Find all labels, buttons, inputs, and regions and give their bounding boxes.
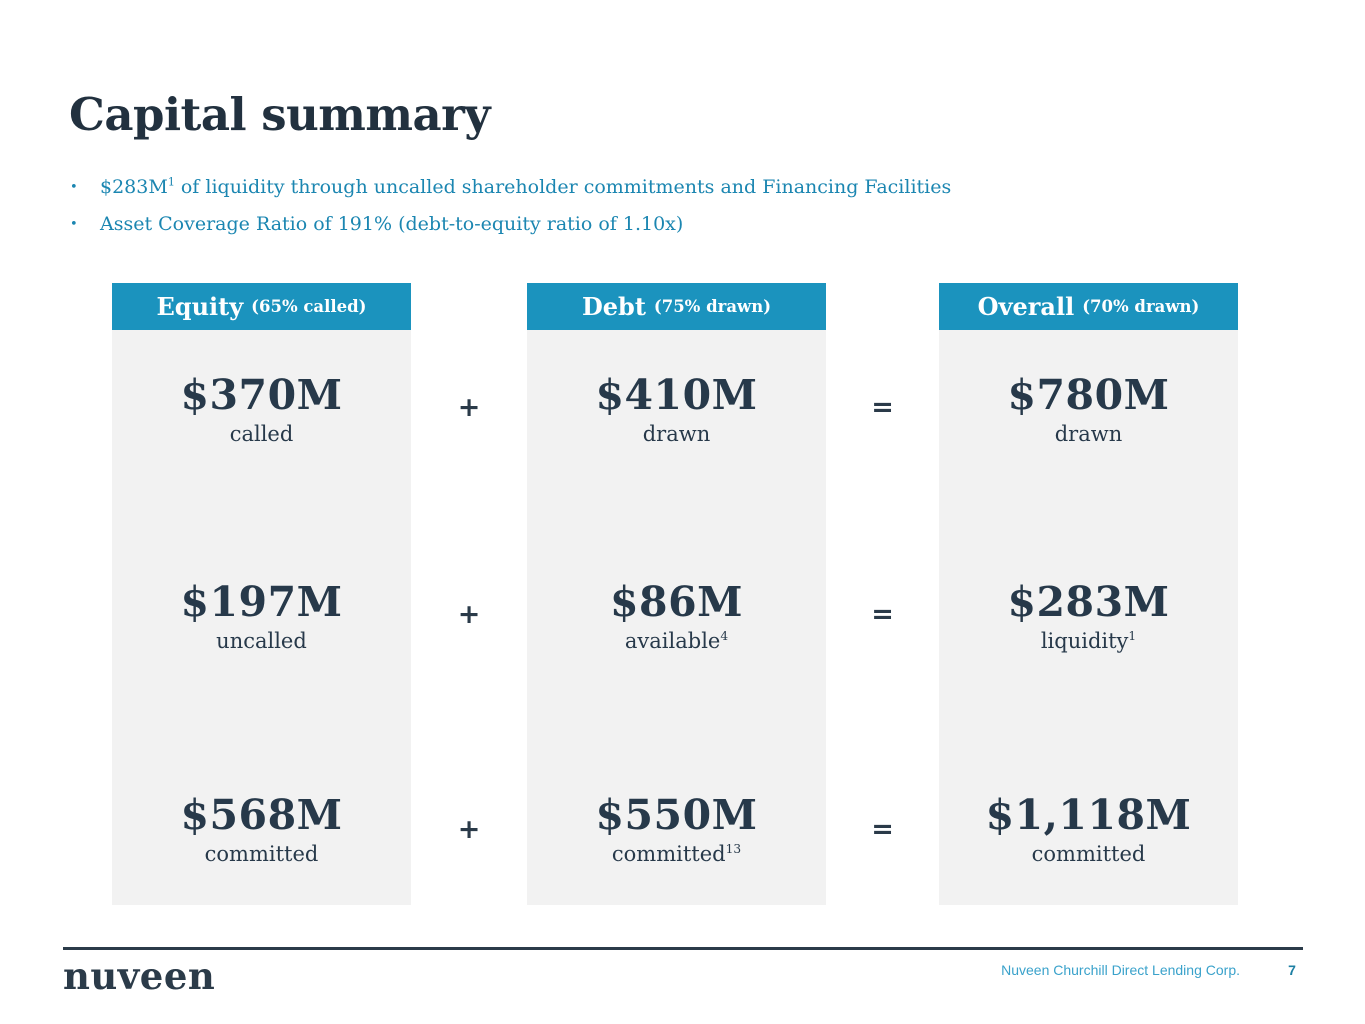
bullet-item-liquidity: • $283M1 of liquidity through uncalled s… xyxy=(70,176,970,199)
bullet-list: • $283M1 of liquidity through uncalled s… xyxy=(70,176,970,250)
column-header-note: (70% drawn) xyxy=(1082,297,1200,316)
bullet-text: Asset Coverage Ratio of 191% (debt-to-eq… xyxy=(100,213,684,235)
nuveen-logo: nuveen xyxy=(63,954,216,998)
stat-debt-available: $86M available4 xyxy=(527,579,826,654)
stat-value: $550M xyxy=(595,791,758,839)
page-title: Capital summary xyxy=(69,88,491,141)
stat-label-text: drawn xyxy=(1054,422,1123,446)
column-debt: Debt (75% drawn) $410M drawn $86M availa… xyxy=(527,283,826,905)
operator-column-plus: + + + xyxy=(411,330,527,905)
stat-label-text: committed xyxy=(204,842,319,866)
footer-company-name: Nuveen Churchill Direct Lending Corp. xyxy=(1001,962,1240,978)
plus-operator: + xyxy=(457,599,481,630)
equals-operator: = xyxy=(871,814,894,845)
equals-operator: = xyxy=(871,392,894,423)
stat-equity-called: $370M called xyxy=(112,372,411,447)
stat-value: $197M xyxy=(180,578,343,626)
stat-debt-drawn: $410M drawn xyxy=(527,372,826,447)
bullet-dot-icon: • xyxy=(70,217,78,232)
bullet-text-amount: $283M xyxy=(100,176,168,198)
column-header-note: (75% drawn) xyxy=(653,297,772,316)
bullet-text: $283M1 of liquidity through uncalled sha… xyxy=(100,176,951,199)
stat-label-text: liquidity xyxy=(1040,629,1129,653)
stat-equity-uncalled: $197M uncalled xyxy=(112,579,411,654)
footer-divider xyxy=(63,947,1303,950)
page-number: 7 xyxy=(1288,962,1296,978)
column-header-equity: Equity (65% called) xyxy=(112,283,411,330)
column-equity: Equity (65% called) $370M called $197M u… xyxy=(112,283,411,905)
stat-value: $780M xyxy=(1007,371,1170,419)
column-body-debt: $410M drawn $86M available4 $550M commit… xyxy=(527,330,826,905)
column-header-title: Equity xyxy=(156,292,244,321)
stat-equity-committed: $568M committed xyxy=(112,792,411,867)
bullet-text-rest: of liquidity through uncalled shareholde… xyxy=(174,176,952,198)
stat-label-text: called xyxy=(229,422,294,446)
footnote-superscript: 4 xyxy=(720,629,729,643)
stat-value: $568M xyxy=(180,791,343,839)
stat-label: liquidity1 xyxy=(939,628,1238,654)
stat-label: drawn xyxy=(527,421,826,447)
column-header-note: (65% called) xyxy=(251,297,367,316)
stat-overall-committed: $1,118M committed xyxy=(939,792,1238,867)
footnote-superscript: 13 xyxy=(725,842,742,856)
bullet-dot-icon: • xyxy=(70,180,78,195)
equals-operator: = xyxy=(871,599,894,630)
stat-label-text: committed xyxy=(1031,842,1146,866)
column-body-equity: $370M called $197M uncalled $568M commit… xyxy=(112,330,411,905)
stat-label: called xyxy=(112,421,411,447)
column-header-debt: Debt (75% drawn) xyxy=(527,283,826,330)
stat-label: drawn xyxy=(939,421,1238,447)
plus-operator: + xyxy=(457,814,481,845)
stat-value: $410M xyxy=(595,371,758,419)
stat-value: $1,118M xyxy=(985,791,1192,839)
column-header-overall: Overall (70% drawn) xyxy=(939,283,1238,330)
stat-label: available4 xyxy=(527,628,826,654)
stat-label: committed xyxy=(939,841,1238,867)
plus-operator: + xyxy=(457,392,481,423)
operator-column-equals: = = = xyxy=(826,330,939,905)
footnote-superscript: 1 xyxy=(167,175,175,189)
stat-value: $283M xyxy=(1007,578,1170,626)
stat-debt-committed: $550M committed13 xyxy=(527,792,826,867)
stat-label: committed13 xyxy=(527,841,826,867)
column-header-title: Debt xyxy=(581,292,646,321)
stat-label-text: uncalled xyxy=(216,629,307,653)
stat-label-text: available xyxy=(624,629,721,653)
stat-label-text: committed xyxy=(611,842,726,866)
stat-overall-drawn: $780M drawn xyxy=(939,372,1238,447)
stat-overall-liquidity: $283M liquidity1 xyxy=(939,579,1238,654)
stat-label: committed xyxy=(112,841,411,867)
column-body-overall: $780M drawn $283M liquidity1 $1,118M com… xyxy=(939,330,1238,905)
stat-label-text: drawn xyxy=(642,422,711,446)
bullet-item-coverage: • Asset Coverage Ratio of 191% (debt-to-… xyxy=(70,213,970,236)
stat-label: uncalled xyxy=(112,628,411,654)
stat-value: $370M xyxy=(180,371,343,419)
footnote-superscript: 1 xyxy=(1128,629,1137,643)
column-header-title: Overall xyxy=(977,292,1075,321)
stat-value: $86M xyxy=(610,578,743,626)
column-overall: Overall (70% drawn) $780M drawn $283M li… xyxy=(939,283,1238,905)
